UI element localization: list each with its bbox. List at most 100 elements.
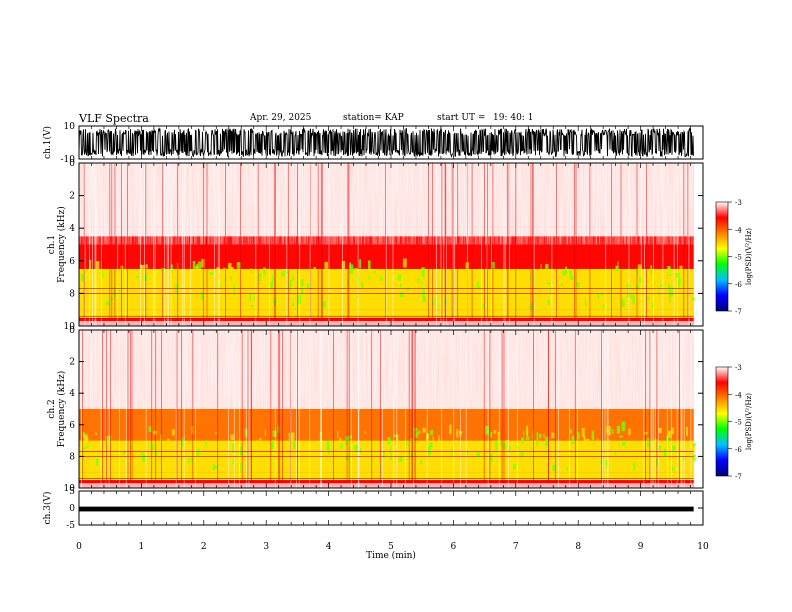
chart-title: VLF Spectra: [79, 112, 149, 125]
ch1-spectrogram-patch: [478, 279, 483, 287]
ch2-spectrogram-patch: [171, 429, 175, 436]
ch1-spectrogram-patch: [547, 299, 551, 305]
ch1-spectrogram-patch: [645, 274, 649, 285]
ch1-spectrogram-patch: [277, 290, 282, 299]
ch1-spectrogram-patch: [322, 294, 327, 301]
ch2-spectrogram-patch: [581, 428, 585, 438]
ch2-spectrogram-patch: [246, 448, 249, 459]
ch1-spectrogram-patch: [565, 266, 567, 274]
ch2-spectrogram-patch: [618, 425, 620, 433]
ch1-spectrogram-patch: [322, 300, 327, 309]
ch1-spectrogram-patch: [491, 262, 495, 269]
ch2-spectrogram-patch: [611, 429, 614, 434]
ch1-spectrogram-patch: [678, 290, 681, 298]
ch1-spectrogram-patch: [359, 259, 361, 269]
ch2-spectrogram-patch: [591, 430, 594, 440]
ch2-spectrogram-patch: [530, 446, 532, 450]
ch1-spectrogram-patch: [569, 275, 574, 281]
ch2-spectrogram-patch: [263, 459, 266, 463]
ch2-spectrogram-patch: [148, 426, 152, 432]
ch1-spectrogram-patch: [642, 300, 645, 306]
ch1-spectrogram-patch: [404, 296, 408, 299]
ch2-spectrogram-patch: [392, 454, 394, 460]
ch1-spectrogram-patch: [577, 287, 581, 298]
ch1-spectrogram-patch: [597, 292, 600, 300]
ch1-spectrogram-patch: [630, 276, 632, 281]
ch1-spectrogram-patch: [105, 301, 109, 306]
ch2-spectrogram-patch: [272, 430, 277, 437]
ch2-spectrogram-patch: [545, 443, 547, 453]
ch2-spectrogram-patch: [521, 437, 525, 444]
ch1-spectrogram-patch: [236, 262, 241, 269]
ch2-spectrogram-patch: [360, 447, 362, 453]
ch2-spectrogram-patch: [122, 459, 125, 463]
ch2-spectrogram-patch: [658, 427, 662, 433]
ch2-spectrogram-patch: [538, 433, 542, 439]
ch1-spectrogram-patch: [92, 293, 97, 299]
ch1-spectrogram-patch: [511, 283, 514, 290]
x-tick-label: 8: [575, 542, 581, 552]
ch1-spectrogram-patch: [602, 274, 605, 283]
ch2-spectrogram-patch: [88, 455, 90, 461]
ch2-spectrogram-patch: [248, 459, 251, 462]
ch1-spectrogram-patch: [198, 261, 202, 269]
start-ut-time: 19: 40: 1: [493, 113, 534, 123]
colorbar-label: log(PSD)(V²/Hz): [745, 393, 753, 450]
colorbar: [715, 201, 729, 312]
ch1-spectrogram-patch: [334, 282, 338, 285]
ch1-spectrogram-patch: [437, 270, 440, 281]
ch2-spectrogram-patch: [244, 428, 248, 437]
ch2-spectrogram-patch: [325, 454, 329, 461]
ch2-spectrogram-patch: [543, 433, 545, 439]
ch1-spectrogram-patch: [300, 287, 304, 294]
ch2-spectrogram-patch: [387, 455, 389, 463]
ch1-spectrogram-patch: [602, 304, 605, 308]
ch1-spectrogram-patch: [250, 304, 254, 307]
ch1-spectrogram-patch: [328, 296, 332, 301]
ch1-spectrogram-patch: [141, 264, 145, 274]
ch1-spectrogram-patch: [627, 288, 630, 298]
ch2-spectrogram-patch: [122, 452, 127, 455]
ch1-spectrogram-patch: [135, 272, 140, 279]
ch1-spectrogram-patch: [319, 272, 321, 276]
ch1-spectrogram-patch: [356, 296, 359, 299]
x-tick-label: 5: [388, 542, 394, 552]
ch2-spectrogram-patch: [294, 462, 297, 468]
ch2-spectrogram-patch: [190, 456, 193, 463]
colorbar-tick-label: -7: [735, 473, 742, 481]
y-tick-label: 0: [69, 326, 75, 336]
ch2-spectrogram-patch: [191, 426, 194, 434]
ch1-spectrogram-patch: [669, 287, 674, 297]
ch2-spectrogram-patch: [212, 464, 215, 471]
ch1-spectrogram-patch: [571, 299, 573, 304]
ch1-spectrogram-patch: [644, 276, 647, 284]
ch1-spectrogram-patch: [291, 302, 295, 306]
ch1-spectrogram-patch: [80, 273, 85, 282]
ch2-spectrogram-patch: [256, 439, 258, 444]
ch1-spectrogram-patch: [488, 297, 492, 306]
ch2-spectrogram-patch: [219, 466, 221, 471]
ch1-spectrogram-patch: [380, 295, 382, 302]
ch1-spectrogram-patch: [306, 299, 308, 303]
ch2-spectrogram-patch: [578, 446, 581, 450]
ch1-spectrogram-patch: [214, 290, 217, 294]
ch2-spectrogram-patch: [444, 457, 447, 464]
ch2-spectrogram-patch: [252, 463, 256, 471]
ch1-spectrogram-patch: [474, 288, 478, 295]
ch2-spectrogram-patch: [571, 435, 575, 445]
ch1-spectrogram-patch: [229, 287, 234, 295]
ch1-spectrogram-patch: [650, 265, 652, 276]
y-tick-label: 8: [69, 289, 75, 299]
ch2-spectrogram-patch: [596, 438, 599, 442]
ch1-spectrogram-patch: [582, 299, 586, 306]
ch3-waveform-trace: [79, 506, 694, 512]
ch2-spectrogram-patch: [448, 465, 452, 470]
ch1-spectrogram-patch: [233, 284, 235, 291]
ch1-spectrogram-patch: [422, 296, 426, 303]
ch1-spectrogram-patch: [461, 284, 466, 289]
ch2-spectrogram-patch: [562, 442, 565, 448]
ch2-spectrogram-patch: [171, 460, 174, 463]
ch2-spectrogram-patch: [95, 432, 97, 436]
ch2-spectrogram-patch: [658, 445, 662, 451]
ch2-spectrogram-patch: [326, 440, 330, 450]
